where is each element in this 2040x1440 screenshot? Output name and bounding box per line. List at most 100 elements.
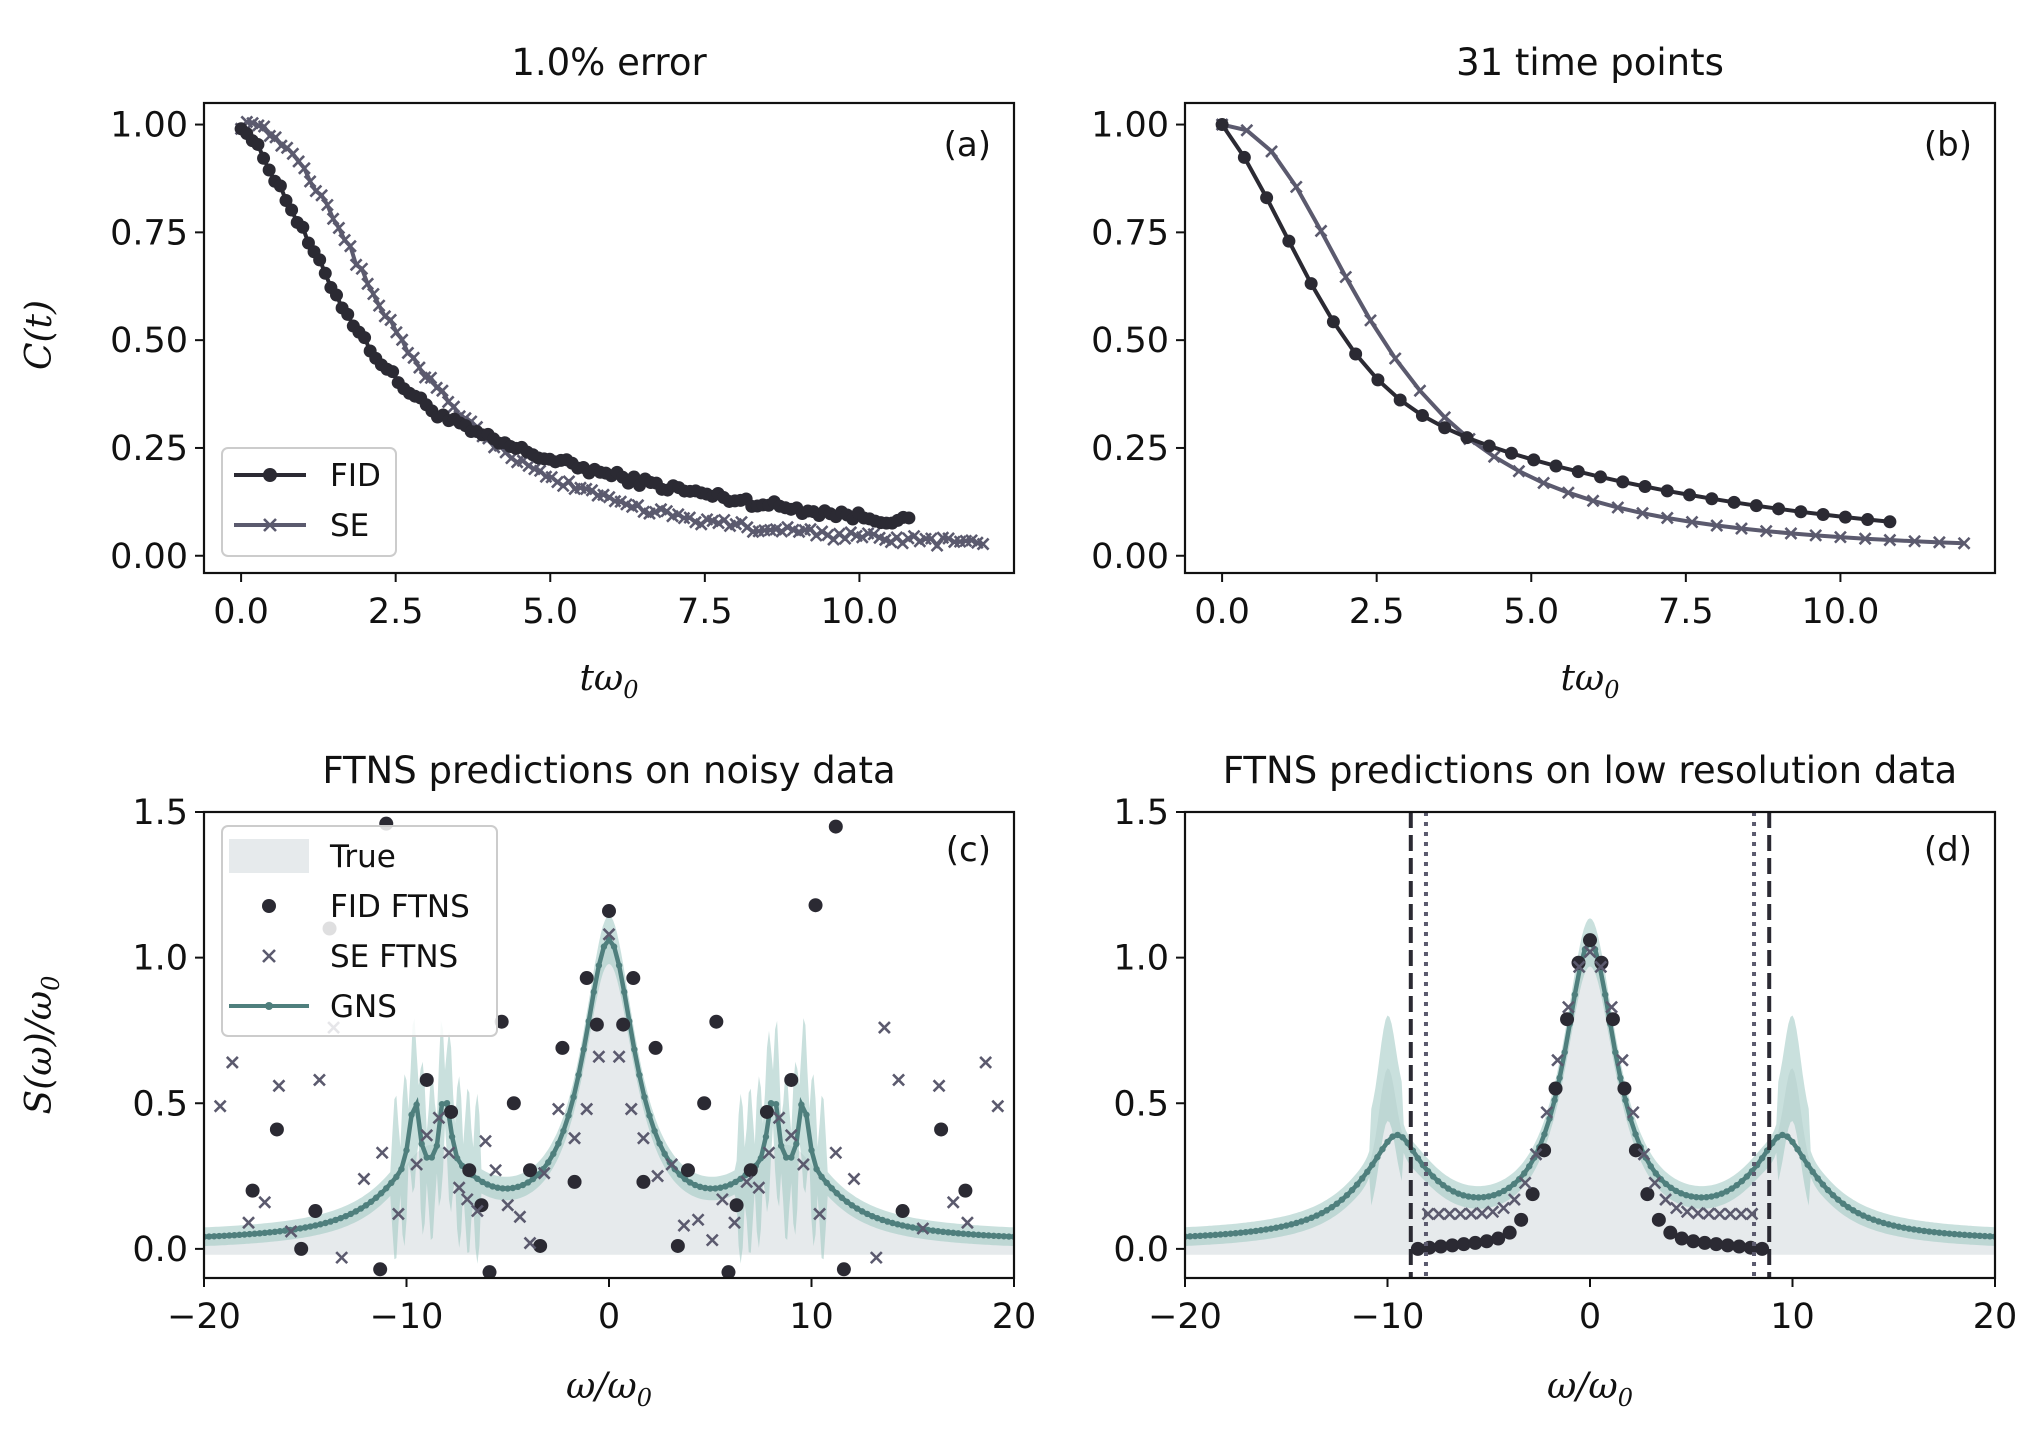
fid-ftns-point bbox=[373, 1262, 388, 1277]
gns-point bbox=[1829, 1191, 1837, 1199]
fid-ftns-point bbox=[784, 1072, 799, 1087]
x-tick-label: 10 bbox=[1770, 1297, 1815, 1337]
se-ftns-point bbox=[1680, 1205, 1694, 1219]
gns-point bbox=[1733, 1181, 1741, 1189]
se-ftns-point bbox=[932, 1079, 946, 1093]
se-ftns-point bbox=[651, 1169, 665, 1183]
gns-point bbox=[858, 1208, 866, 1215]
gns-point bbox=[696, 1183, 704, 1191]
fid-ftns-point bbox=[1686, 1234, 1701, 1249]
se-ftns-point bbox=[258, 1195, 272, 1209]
gns-point bbox=[1333, 1200, 1341, 1207]
gns-point bbox=[985, 1232, 992, 1239]
gns-point bbox=[210, 1233, 218, 1240]
gns-point bbox=[636, 1071, 643, 1079]
gns-point bbox=[1247, 1228, 1255, 1235]
x-tick-label: 0.0 bbox=[213, 592, 269, 632]
se-point bbox=[1561, 486, 1575, 500]
gns-point bbox=[1455, 1190, 1462, 1197]
se-ftns-point bbox=[410, 1157, 424, 1171]
gns-point bbox=[1500, 1187, 1508, 1195]
legend: True FID FTNS SE FTNS GNS bbox=[221, 825, 498, 1037]
gns-point bbox=[1227, 1230, 1234, 1237]
gns-point bbox=[413, 1101, 420, 1108]
se-ftns-point bbox=[784, 1128, 798, 1142]
se-ftns-point bbox=[470, 1204, 484, 1218]
fid-ftns-point bbox=[1732, 1239, 1747, 1254]
gns-point bbox=[970, 1231, 977, 1238]
gns-point bbox=[1723, 1188, 1730, 1195]
gns-point bbox=[1242, 1228, 1249, 1236]
se-ftns-point bbox=[1745, 1207, 1759, 1221]
gns-point bbox=[438, 1100, 446, 1108]
gns-point bbox=[555, 1140, 562, 1147]
gns-point bbox=[1617, 1074, 1624, 1082]
gns-point bbox=[499, 1185, 506, 1192]
gns-point bbox=[767, 1099, 775, 1107]
gns-point bbox=[337, 1214, 344, 1222]
fid-point bbox=[1594, 470, 1608, 484]
gns-point bbox=[1272, 1224, 1280, 1231]
gns-point bbox=[1232, 1229, 1239, 1237]
gns-point bbox=[889, 1219, 896, 1227]
gns-point bbox=[519, 1181, 527, 1189]
gns-point bbox=[580, 1046, 587, 1053]
gns-point bbox=[1445, 1185, 1452, 1192]
gns-point bbox=[1217, 1231, 1224, 1238]
fid-point bbox=[1371, 373, 1385, 387]
fid-ftns-point bbox=[1674, 1231, 1689, 1246]
fid-point bbox=[1504, 446, 1518, 460]
gns-point bbox=[1961, 1231, 1968, 1239]
x-tick-label: 7.5 bbox=[677, 592, 733, 632]
y-tick-label: 0.5 bbox=[1113, 1084, 1169, 1124]
fid-ftns-point bbox=[1456, 1237, 1471, 1252]
se-ftns-point bbox=[284, 1224, 298, 1238]
gns-point bbox=[1824, 1186, 1832, 1194]
se-ftns-point bbox=[624, 1102, 638, 1116]
gns-point bbox=[302, 1224, 309, 1231]
se-ftns-point bbox=[612, 1050, 626, 1064]
gns-point bbox=[950, 1229, 957, 1237]
gns-point bbox=[215, 1232, 223, 1240]
legend-label: FID bbox=[330, 458, 381, 494]
fid-point bbox=[1460, 431, 1474, 445]
se-point bbox=[384, 313, 398, 327]
gns-point bbox=[1910, 1226, 1918, 1233]
gns-point bbox=[504, 1185, 511, 1192]
gns-point bbox=[995, 1232, 1003, 1240]
gns-point bbox=[1252, 1227, 1260, 1235]
se-ftns-point bbox=[537, 1166, 551, 1180]
gns-point bbox=[631, 1046, 638, 1053]
fid-ftns-point bbox=[958, 1183, 973, 1198]
gns-point bbox=[565, 1112, 572, 1119]
se-ftns-point bbox=[1518, 1176, 1532, 1190]
gns-point bbox=[1207, 1231, 1214, 1239]
fid-ftns-point bbox=[347, 1388, 361, 1402]
se-point bbox=[1809, 528, 1823, 542]
legend-label: SE bbox=[330, 508, 369, 544]
se-point bbox=[930, 539, 944, 552]
fid-ftns-point bbox=[1560, 1012, 1575, 1027]
gns-point bbox=[1470, 1194, 1477, 1201]
gns-point bbox=[762, 1133, 770, 1140]
fid-ftns-point bbox=[1571, 955, 1586, 970]
gns-point bbox=[372, 1194, 380, 1201]
fid-point bbox=[1237, 150, 1251, 164]
gns-point bbox=[1941, 1229, 1948, 1237]
gns-point bbox=[1774, 1134, 1781, 1141]
gns-point bbox=[433, 1142, 441, 1149]
fid-point bbox=[296, 220, 310, 234]
fid-point bbox=[1838, 510, 1852, 524]
fid-ftns-point bbox=[1640, 1187, 1655, 1202]
gns-point bbox=[1870, 1216, 1877, 1223]
y-tick-label: 0.25 bbox=[110, 429, 188, 469]
fid-ftns-point bbox=[1445, 1238, 1460, 1253]
gns-point bbox=[980, 1231, 987, 1239]
fid-point bbox=[1861, 513, 1875, 527]
fid-point bbox=[1660, 484, 1674, 498]
legend-marker bbox=[263, 468, 277, 482]
fid-ftns-point bbox=[419, 1072, 434, 1087]
fid-point bbox=[329, 288, 343, 302]
se-point bbox=[1858, 532, 1872, 546]
gns-point bbox=[514, 1183, 522, 1191]
